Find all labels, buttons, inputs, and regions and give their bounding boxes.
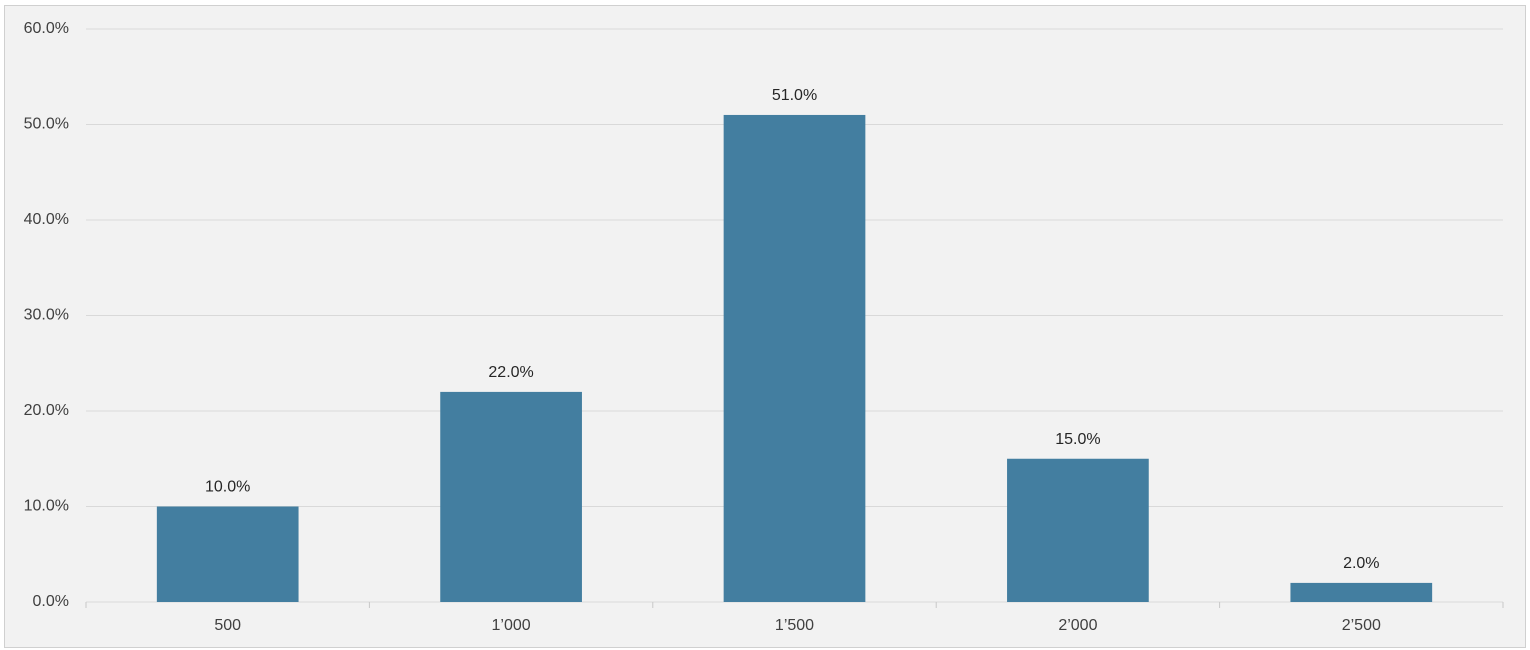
y-tick-label: 40.0%: [24, 211, 69, 228]
y-tick-label: 30.0%: [24, 307, 69, 324]
bar: [723, 114, 866, 602]
bar: [156, 506, 299, 602]
bar: [1290, 582, 1433, 602]
x-tick-label: 500: [214, 617, 241, 634]
value-label: 10.0%: [205, 479, 250, 496]
x-tick-label: 2’000: [1058, 617, 1097, 634]
y-tick-label: 20.0%: [24, 402, 69, 419]
bar: [1007, 458, 1149, 602]
y-tick-label: 0.0%: [33, 593, 69, 610]
x-tick-label: 1’500: [775, 617, 814, 634]
value-label: 22.0%: [488, 364, 533, 381]
x-tick-label: 1’000: [492, 617, 531, 634]
value-label: 51.0%: [772, 87, 817, 104]
y-tick-label: 60.0%: [24, 20, 69, 37]
value-label: 2.0%: [1343, 555, 1379, 572]
bar: [440, 391, 582, 602]
x-tick-label: 2’500: [1342, 617, 1381, 634]
value-label: 15.0%: [1055, 431, 1100, 448]
y-tick-label: 50.0%: [24, 116, 69, 133]
y-tick-label: 10.0%: [24, 498, 69, 515]
